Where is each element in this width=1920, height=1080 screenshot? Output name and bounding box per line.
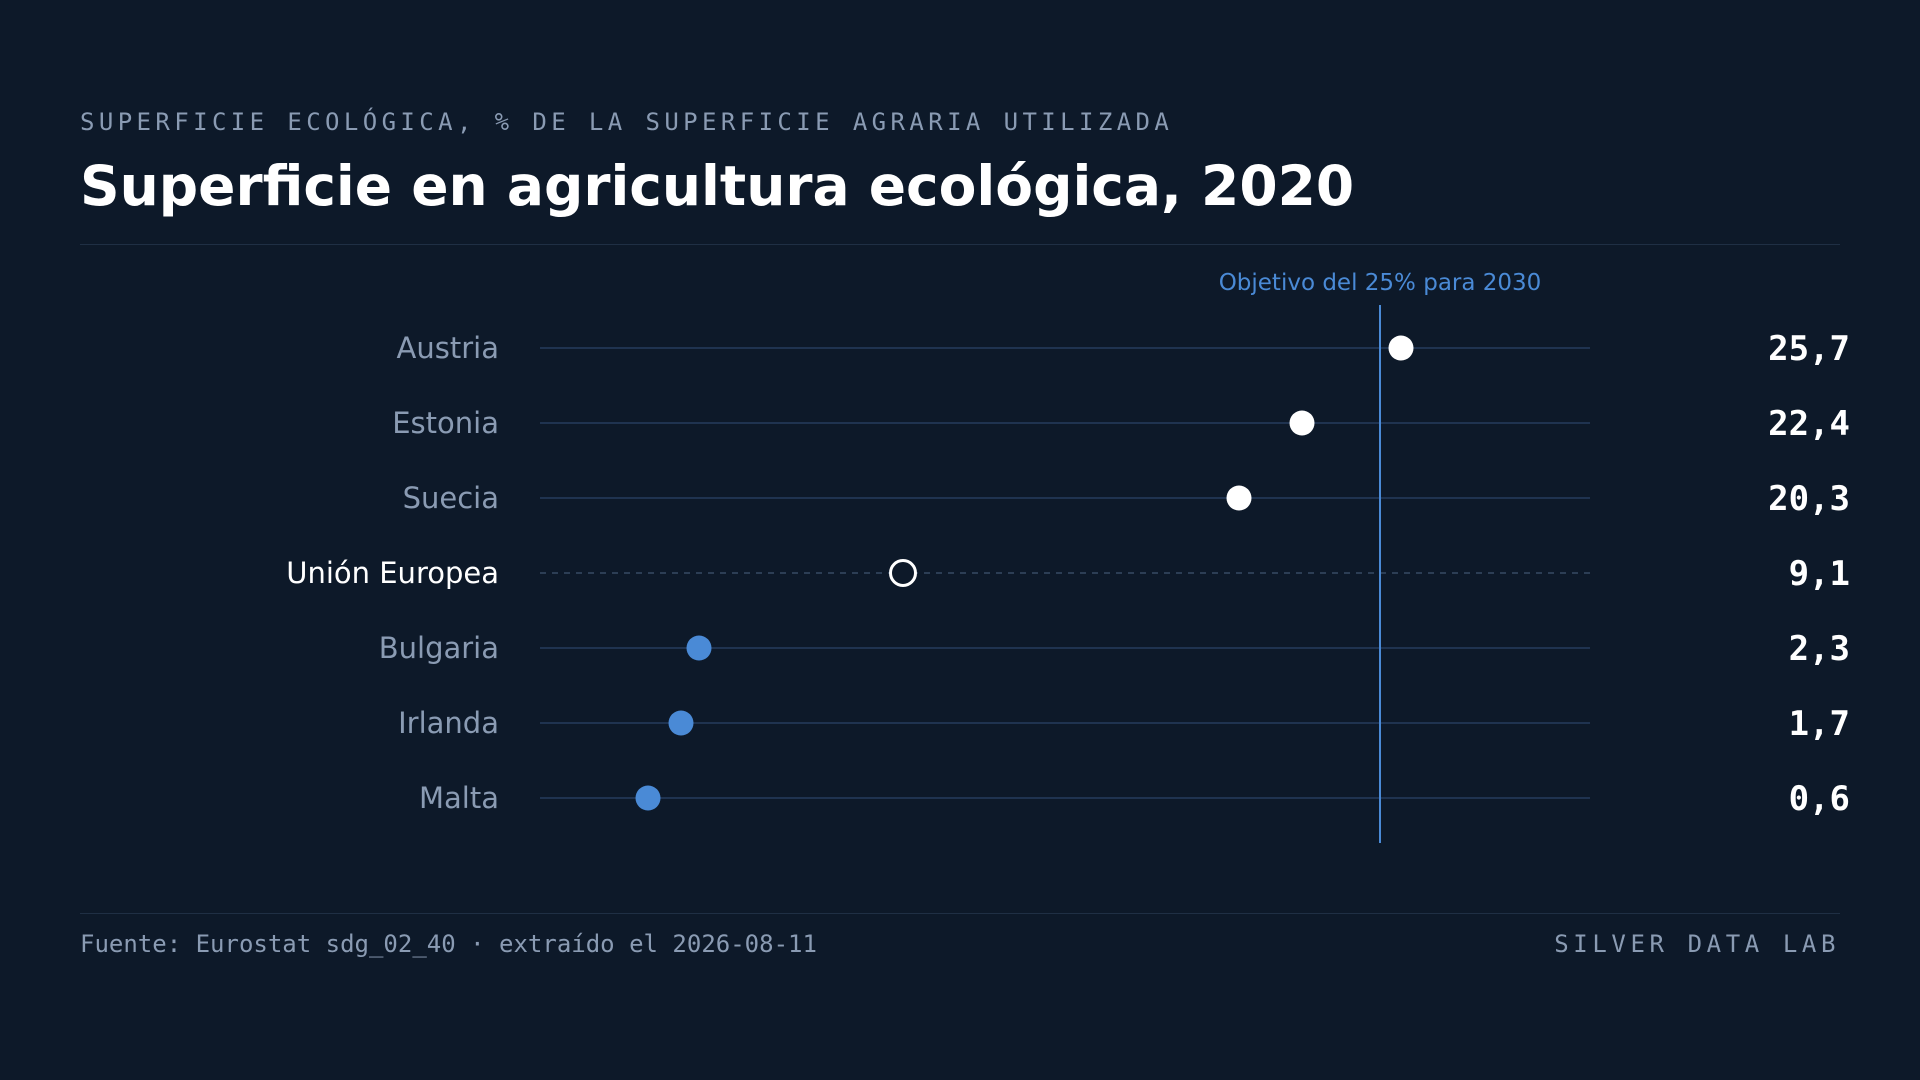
header-divider — [80, 244, 1840, 245]
chart-subtitle: SUPERFICIE ECOLÓGICA, % DE LA SUPERFICIE… — [80, 108, 1174, 136]
data-point — [686, 635, 712, 661]
category-label: Suecia — [403, 481, 499, 515]
category-label: Bulgaria — [379, 631, 499, 665]
data-point — [668, 710, 694, 736]
value-label: 22,4 — [1768, 404, 1850, 444]
data-point — [635, 785, 661, 811]
category-label: Estonia — [392, 406, 499, 440]
source-note: Fuente: Eurostat sdg_02_40 · extraído el… — [80, 930, 817, 958]
data-point — [1289, 410, 1315, 436]
value-label: 1,7 — [1789, 704, 1850, 744]
data-point — [1226, 485, 1252, 511]
value-label: 0,6 — [1789, 779, 1850, 819]
chart-title: Superficie en agricultura ecológica, 202… — [80, 154, 1355, 218]
data-point — [1388, 335, 1414, 361]
target-label: Objetivo del 25% para 2030 — [1219, 270, 1542, 296]
category-label: Austria — [397, 331, 499, 365]
category-label: Malta — [419, 781, 499, 815]
category-label: Irlanda — [398, 706, 499, 740]
value-label: 9,1 — [1789, 554, 1850, 594]
value-label: 25,7 — [1768, 329, 1850, 369]
value-label: 20,3 — [1768, 479, 1850, 519]
category-label: Unión Europea — [286, 556, 499, 590]
value-label: 2,3 — [1789, 629, 1850, 669]
data-point-reference — [889, 559, 917, 587]
brand-label: SILVER DATA LAB — [1554, 930, 1840, 958]
footer-divider — [80, 913, 1840, 914]
